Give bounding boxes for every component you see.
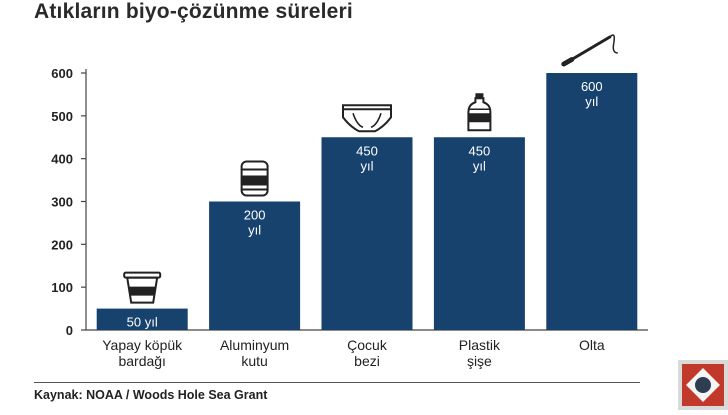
- diaper-icon: [342, 104, 392, 133]
- bar: [433, 137, 525, 330]
- bar: [546, 73, 638, 330]
- data-label: 50 yıl: [127, 315, 158, 330]
- y-tick-label: 100: [51, 280, 73, 295]
- data-label: 450: [469, 143, 491, 158]
- x-tick-label: Plastik: [459, 337, 501, 353]
- y-tick-label: 300: [51, 195, 73, 210]
- site-logo: [678, 360, 728, 410]
- x-tick-label: bardağı: [118, 353, 165, 369]
- data-label: yıl: [248, 223, 261, 238]
- y-tick-label: 400: [51, 152, 73, 167]
- x-tick-label: bezi: [354, 353, 380, 369]
- bar: [321, 137, 413, 330]
- chart-title: Atıkların biyo-çözünme süreleri: [34, 0, 353, 23]
- x-tick-label: kutu: [241, 353, 267, 369]
- x-tick-label: Olta: [579, 337, 605, 353]
- source-note: Kaynak: NOAA / Woods Hole Sea Grant: [34, 388, 268, 402]
- y-tick-label: 500: [51, 109, 73, 124]
- x-tick-label: Aluminyum: [220, 337, 289, 353]
- foam-cup-icon: [123, 271, 162, 304]
- bar: [209, 201, 301, 330]
- bar: [96, 308, 188, 330]
- x-tick-label: Çocuk: [347, 337, 388, 353]
- fishing-rod-icon: [561, 34, 618, 67]
- data-label: yıl: [361, 158, 374, 173]
- plastic-bottle-icon: [467, 93, 492, 132]
- data-label: 600: [581, 79, 603, 94]
- data-label: 200: [244, 208, 266, 223]
- data-label: yıl: [473, 158, 486, 173]
- y-tick-label: 600: [51, 66, 73, 81]
- y-tick-label: 0: [66, 323, 73, 338]
- x-tick-label: Yapay köpük: [102, 337, 183, 353]
- source-divider: [34, 382, 640, 383]
- y-tick-label: 200: [51, 237, 73, 252]
- x-tick-label: şişe: [467, 353, 492, 369]
- aluminum-can-icon: [240, 160, 269, 197]
- data-label: yıl: [585, 94, 598, 109]
- data-label: 450: [356, 143, 378, 158]
- category-icons: [123, 34, 618, 304]
